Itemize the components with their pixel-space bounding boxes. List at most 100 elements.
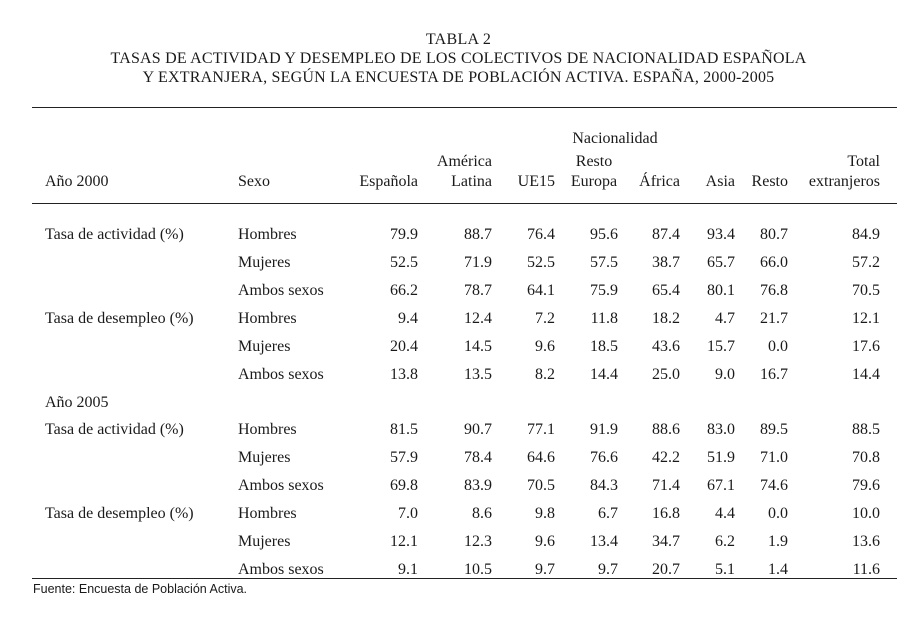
row-sexo: Mujeres <box>238 533 291 550</box>
top-rule <box>32 107 897 108</box>
table-cell: 66.2 <box>390 282 418 299</box>
table-cell: 10.5 <box>464 561 492 578</box>
row-indicator: Tasa de desempleo (%) <box>45 310 194 327</box>
table-cell: 12.3 <box>464 533 492 550</box>
table-cell: 15.7 <box>707 338 735 355</box>
table-cell: 65.4 <box>652 282 680 299</box>
table-cell: 12.1 <box>390 533 418 550</box>
table-cell: 87.4 <box>652 226 680 243</box>
table-cell: 80.1 <box>707 282 735 299</box>
table-cell: 13.4 <box>590 533 618 550</box>
table-cell: 57.9 <box>390 449 418 466</box>
table-caption-line-1: TASAS DE ACTIVIDAD Y DESEMPLEO DE LOS CO… <box>110 50 807 67</box>
table-cell: 52.5 <box>390 254 418 271</box>
table-cell: 9.6 <box>535 338 555 355</box>
row-indicator: Tasa de desempleo (%) <box>45 505 194 522</box>
table-cell: 14.4 <box>852 366 880 383</box>
table-cell: 8.6 <box>472 505 492 522</box>
table-cell: 84.9 <box>852 226 880 243</box>
table-cell: 42.2 <box>652 449 680 466</box>
header-asia: Asia <box>705 173 735 190</box>
table-cell: 18.5 <box>590 338 618 355</box>
table-cell: 71.0 <box>760 449 788 466</box>
table-cell: 9.7 <box>598 561 618 578</box>
table-cell: 9.8 <box>535 505 555 522</box>
table-cell: 4.7 <box>715 310 735 327</box>
table-cell: 6.7 <box>598 505 618 522</box>
table-cell: 7.2 <box>535 310 555 327</box>
table-cell: 1.4 <box>768 561 788 578</box>
table-cell: 83.0 <box>707 421 735 438</box>
row-indicator: Tasa de actividad (%) <box>45 226 184 243</box>
table-caption-line-2: Y EXTRANJERA, SEGÚN LA ENCUESTA DE POBLA… <box>142 69 775 86</box>
table-cell: 20.7 <box>652 561 680 578</box>
table-cell: 38.7 <box>652 254 680 271</box>
table-cell: 9.1 <box>398 561 418 578</box>
table-cell: 75.9 <box>590 282 618 299</box>
table-cell: 10.0 <box>852 505 880 522</box>
table-cell: 8.2 <box>535 366 555 383</box>
bottom-rule <box>32 578 897 579</box>
row-sexo: Hombres <box>238 421 297 438</box>
table-cell: 9.0 <box>715 366 735 383</box>
table-cell: 88.7 <box>464 226 492 243</box>
table-cell: 69.8 <box>390 477 418 494</box>
table-cell: 13.5 <box>464 366 492 383</box>
table-cell: 76.8 <box>760 282 788 299</box>
table-cell: 79.6 <box>852 477 880 494</box>
table-cell: 89.5 <box>760 421 788 438</box>
table-cell: 91.9 <box>590 421 618 438</box>
table-cell: 79.9 <box>390 226 418 243</box>
table-cell: 76.6 <box>590 449 618 466</box>
table-cell: 78.4 <box>464 449 492 466</box>
table-number: TABLA 2 <box>425 31 492 48</box>
table-cell: 64.6 <box>527 449 555 466</box>
header-sexo: Sexo <box>238 173 270 190</box>
table-cell: 16.7 <box>760 366 788 383</box>
table-cell: 0.0 <box>768 338 788 355</box>
row-sexo: Mujeres <box>238 254 291 271</box>
table-cell: 66.0 <box>760 254 788 271</box>
row-sexo: Ambos sexos <box>238 282 324 299</box>
table-cell: 6.2 <box>715 533 735 550</box>
table-cell: 65.7 <box>707 254 735 271</box>
header-resto: Resto <box>751 173 788 190</box>
row-sexo: Ambos sexos <box>238 477 324 494</box>
table-cell: 14.4 <box>590 366 618 383</box>
table-cell: 57.5 <box>590 254 618 271</box>
table-cell: 93.4 <box>707 226 735 243</box>
header-espanola: Española <box>359 173 418 190</box>
row-sexo: Mujeres <box>238 338 291 355</box>
table-cell: 14.5 <box>464 338 492 355</box>
table-cell: 64.1 <box>527 282 555 299</box>
table-cell: 34.7 <box>652 533 680 550</box>
header-america-line-1: América <box>436 153 492 170</box>
header-year-2000: Año 2000 <box>45 173 109 190</box>
table-cell: 71.9 <box>464 254 492 271</box>
row-sexo: Hombres <box>238 505 297 522</box>
row-sexo: Mujeres <box>238 449 291 466</box>
table-cell: 70.8 <box>852 449 880 466</box>
row-sexo: Hombres <box>238 226 297 243</box>
header-total-line-2: extranjeros <box>808 173 880 190</box>
table-cell: 13.8 <box>390 366 418 383</box>
table-cell: 88.6 <box>652 421 680 438</box>
table-cell: 70.5 <box>527 477 555 494</box>
table-cell: 13.6 <box>852 533 880 550</box>
table-cell: 74.6 <box>760 477 788 494</box>
header-ue15: UE15 <box>517 173 555 190</box>
table-cell: 43.6 <box>652 338 680 355</box>
table-cell: 5.1 <box>715 561 735 578</box>
table-cell: 9.7 <box>535 561 555 578</box>
table-cell: 52.5 <box>527 254 555 271</box>
table-cell: 7.0 <box>398 505 418 522</box>
table-cell: 25.0 <box>652 366 680 383</box>
table-cell: 9.4 <box>398 310 418 327</box>
table-cell: 11.6 <box>852 561 880 578</box>
table-cell: 90.7 <box>464 421 492 438</box>
header-america-line-2: Latina <box>451 173 492 190</box>
header-resto-europa-line-2: Europa <box>570 173 618 190</box>
table-cell: 67.1 <box>707 477 735 494</box>
table-cell: 12.1 <box>852 310 880 327</box>
table-cell: 95.6 <box>590 226 618 243</box>
